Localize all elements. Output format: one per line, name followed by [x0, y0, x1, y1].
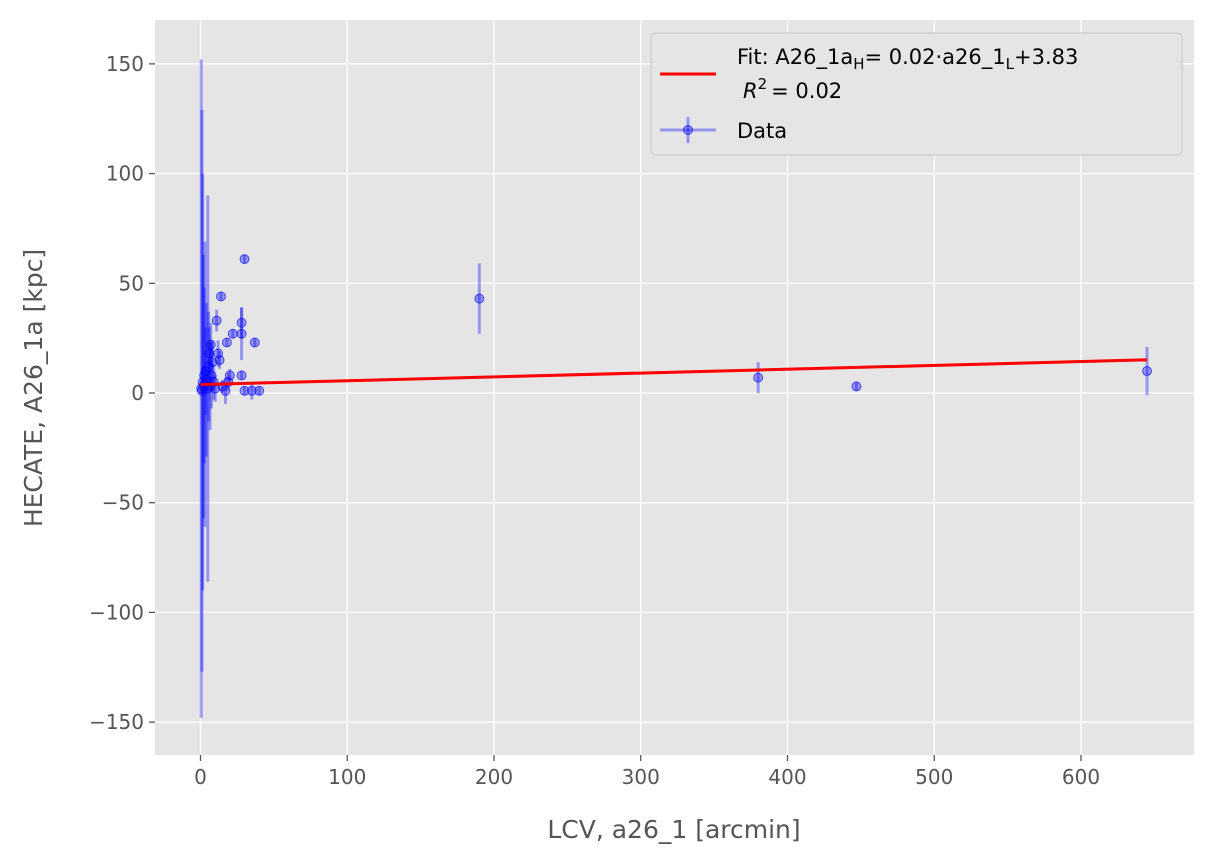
legend-fit-sub-l: L: [1006, 55, 1015, 73]
data-point: [236, 307, 247, 361]
legend-r2-value: = 0.02: [771, 79, 842, 103]
legend-r2-r: R: [743, 79, 758, 103]
legend-r2-sup: 2: [758, 75, 768, 93]
data-point: [236, 370, 247, 381]
y-tick-label: 150: [106, 52, 144, 76]
data-point: [474, 263, 485, 334]
legend-fit-sub-h: H: [853, 55, 864, 73]
y-axis-label: HECATE, A26_1a [kpc]: [19, 249, 48, 527]
data-point-marker: [239, 385, 250, 396]
legend-box: [650, 32, 1183, 156]
legend-fit-suffix: +3.83: [1014, 45, 1078, 69]
legend-fit-prefix: Fit: A26_1a: [737, 45, 853, 70]
data-points: [196, 59, 1153, 718]
data-point-marker: [221, 337, 232, 348]
legend-data-marker: [683, 125, 693, 135]
x-tick-label: 600: [1062, 765, 1100, 789]
data-point-marker: [227, 328, 238, 339]
data-point: [1142, 346, 1153, 396]
data-point-marker: [236, 328, 247, 339]
data-point-marker: [207, 357, 218, 368]
data-point: [753, 362, 764, 393]
y-axis-ticks: −150 −100 −50 0 50 100 150: [89, 52, 155, 734]
data-point-marker: [236, 317, 247, 328]
data-point-marker: [753, 372, 764, 383]
data-point-marker: [249, 337, 260, 348]
data-point: [210, 375, 221, 402]
x-gridlines: [199, 20, 1082, 755]
data-point: [214, 351, 225, 369]
data-point-marker: [239, 254, 250, 265]
data-point: [246, 382, 257, 400]
data-point-marker: [236, 370, 247, 381]
data-point-marker: [211, 315, 222, 326]
data-point-marker: [1142, 366, 1153, 377]
x-tick-label: 100: [328, 765, 366, 789]
legend-data-label: Data: [737, 119, 787, 143]
x-tick-label: 200: [475, 765, 513, 789]
data-point: [207, 340, 218, 385]
data-point: [216, 291, 227, 302]
legend: Fit: A26_1aH= 0.02·a26_1L+3.83 R2 = 0.02 …: [650, 32, 1183, 156]
legend-r2-label: R2 = 0.02: [743, 75, 842, 103]
legend-fit-label: Fit: A26_1aH= 0.02·a26_1L+3.83: [737, 45, 1078, 73]
data-point: [205, 322, 216, 367]
data-point: [239, 254, 250, 265]
x-tick-label: 300: [622, 765, 660, 789]
data-point-marker: [224, 370, 235, 381]
data-point: [851, 381, 862, 392]
data-point-marker: [851, 381, 862, 392]
legend-fit-mid: = 0.02·a26_1: [864, 45, 1005, 70]
data-point-marker: [254, 385, 265, 396]
x-tick-label: 0: [194, 765, 207, 789]
data-point-marker: [216, 291, 227, 302]
data-point: [254, 385, 265, 396]
y-tick-label: −150: [89, 710, 144, 734]
x-tick-label: 400: [768, 765, 806, 789]
data-point-marker: [246, 385, 257, 396]
y-tick-label: 0: [131, 381, 144, 405]
data-point: [224, 368, 235, 383]
fit-line: [200, 358, 1148, 387]
data-point: [249, 337, 260, 348]
y-tick-label: 100: [106, 162, 144, 186]
y-tick-label: −100: [89, 600, 144, 624]
x-tick-label: 500: [915, 765, 953, 789]
x-axis-ticks: 0 100 200 300 400 500 600: [194, 755, 1100, 789]
data-point: [221, 337, 232, 348]
data-point: [220, 377, 231, 404]
data-point: [236, 307, 247, 339]
fit-line-group: [200, 358, 1148, 387]
x-axis-label: LCV, a26_1 [arcmin]: [547, 815, 800, 844]
y-tick-label: −50: [102, 491, 144, 515]
data-point-marker: [205, 339, 216, 350]
y-tick-label: 50: [119, 271, 144, 295]
data-point: [211, 309, 222, 332]
data-point: [227, 328, 238, 339]
data-point-marker: [220, 385, 231, 396]
data-point-marker: [474, 293, 485, 304]
data-point: [239, 385, 250, 396]
data-point-marker: [214, 355, 225, 366]
